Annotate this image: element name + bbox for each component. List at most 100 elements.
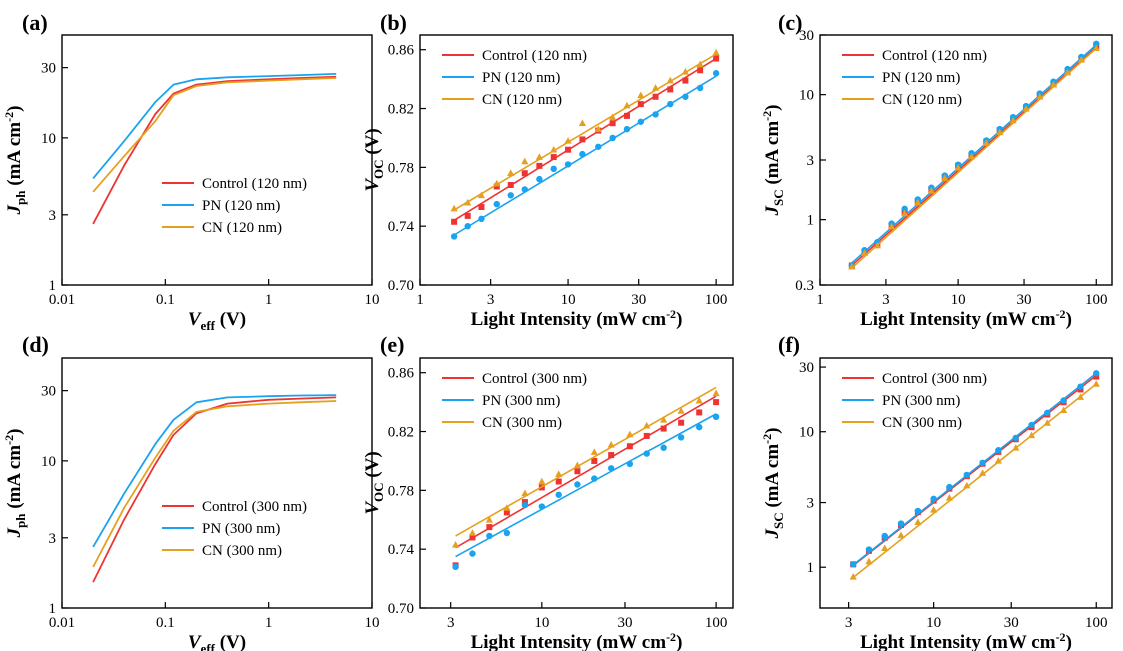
series-pn — [450, 70, 720, 240]
data-point — [626, 460, 634, 468]
x-tick-label: 100 — [1085, 615, 1108, 631]
data-point — [682, 93, 689, 100]
series-cn — [849, 380, 1100, 580]
x-tick-label: 3 — [487, 292, 495, 308]
data-point — [450, 233, 458, 240]
data-point — [849, 561, 857, 568]
data-point — [945, 494, 954, 501]
data-point — [477, 191, 486, 199]
legend-label: CN (300 nm) — [202, 543, 282, 559]
data-point — [538, 503, 546, 510]
y-tick-label: 3 — [49, 208, 57, 224]
x-tick-label: 0.1 — [156, 292, 175, 308]
data-point — [643, 432, 650, 439]
data-point — [493, 200, 500, 208]
data-point — [469, 550, 476, 557]
data-point — [1009, 116, 1017, 124]
data-point — [503, 509, 510, 516]
y-axis-label: VOC (V) — [362, 128, 386, 191]
legend-label: PN (120 nm) — [482, 70, 560, 86]
data-point — [697, 67, 704, 74]
data-point — [696, 60, 704, 68]
y-tick-label: 1 — [49, 278, 57, 294]
legend: Control (120 nm) PN (120 nm) CN (120 nm) — [842, 48, 987, 108]
data-point — [637, 118, 645, 125]
y-axis-label: Jph (mA cm-2) — [2, 429, 28, 539]
fit-line — [455, 413, 717, 558]
panel-label: (f) — [778, 332, 800, 357]
data-point — [849, 572, 857, 580]
data-point — [555, 478, 562, 485]
data-point — [609, 120, 616, 127]
data-point — [1092, 44, 1100, 52]
data-point — [550, 165, 557, 173]
x-tick-label: 30 — [617, 615, 632, 631]
data-point — [579, 150, 586, 158]
x-tick-label: 3 — [845, 615, 853, 631]
data-point — [667, 100, 674, 108]
data-point — [607, 465, 615, 472]
plot-frame — [419, 357, 734, 609]
plot-frame — [61, 34, 373, 286]
data-point — [623, 125, 631, 133]
legend-label: CN (120 nm) — [482, 92, 562, 108]
data-point — [608, 452, 615, 459]
fit-line — [852, 372, 1097, 566]
data-point — [667, 86, 674, 93]
data-point — [881, 532, 888, 540]
data-point — [550, 154, 557, 161]
data-point — [637, 101, 644, 108]
y-tick-label: 0.78 — [388, 483, 414, 499]
panel-label: (e) — [380, 332, 404, 357]
data-point — [865, 557, 873, 565]
fit-line — [852, 383, 1097, 579]
data-point — [1093, 373, 1100, 380]
x-tick-label: 0.1 — [156, 615, 175, 631]
data-point — [1036, 93, 1044, 100]
x-tick-label: 10 — [926, 615, 941, 631]
y-tick-label: 0.70 — [388, 278, 414, 294]
data-point — [848, 262, 856, 270]
data-point — [712, 48, 720, 56]
data-point — [660, 425, 667, 432]
y-tick-label: 1 — [807, 560, 815, 576]
legend: Control (300 nm) PN (300 nm) CN (300 nm) — [442, 371, 587, 431]
y-tick-label: 0.82 — [388, 102, 414, 118]
data-point — [696, 84, 704, 92]
y-tick-label: 0.70 — [388, 601, 414, 617]
data-point — [594, 125, 602, 132]
data-point — [1044, 409, 1051, 416]
y-tick-label: 0.74 — [388, 542, 415, 558]
data-point — [901, 209, 909, 217]
y-tick-label: 30 — [799, 360, 814, 376]
y-tick-label: 0.3 — [795, 278, 814, 294]
panel-e: (e) 3 10 30 100 0.70 0.74 0.78 0.82 0.86 Light Int… — [362, 332, 734, 651]
plot-frame — [819, 357, 1113, 609]
data-point — [696, 409, 703, 416]
x-axis-label: Light Intensity (mW cm-2) — [860, 630, 1072, 651]
x-axis-label: Light Intensity (mW cm-2) — [471, 307, 683, 330]
data-point — [564, 137, 572, 144]
x-axis-label: Light Intensity (mW cm-2) — [860, 307, 1072, 330]
data-point — [1012, 444, 1020, 451]
data-point — [486, 524, 493, 531]
legend-label: Control (120 nm) — [882, 48, 987, 64]
legend-label: Control (300 nm) — [202, 499, 307, 515]
data-point — [507, 182, 514, 188]
plot-frame — [419, 34, 734, 286]
x-tick-label: 30 — [1017, 292, 1032, 308]
series-cn — [451, 386, 720, 548]
series-pn — [849, 370, 1100, 568]
data-point — [626, 443, 633, 450]
series-line — [92, 73, 337, 179]
data-point — [713, 399, 720, 406]
series-control — [92, 75, 337, 225]
data-point — [573, 461, 581, 469]
series-cn — [92, 400, 337, 568]
legend: Control (120 nm) PN (120 nm) CN (120 nm) — [162, 176, 307, 236]
data-point — [954, 163, 962, 171]
data-point — [712, 70, 720, 77]
data-point — [1093, 40, 1100, 48]
data-point — [538, 477, 546, 485]
